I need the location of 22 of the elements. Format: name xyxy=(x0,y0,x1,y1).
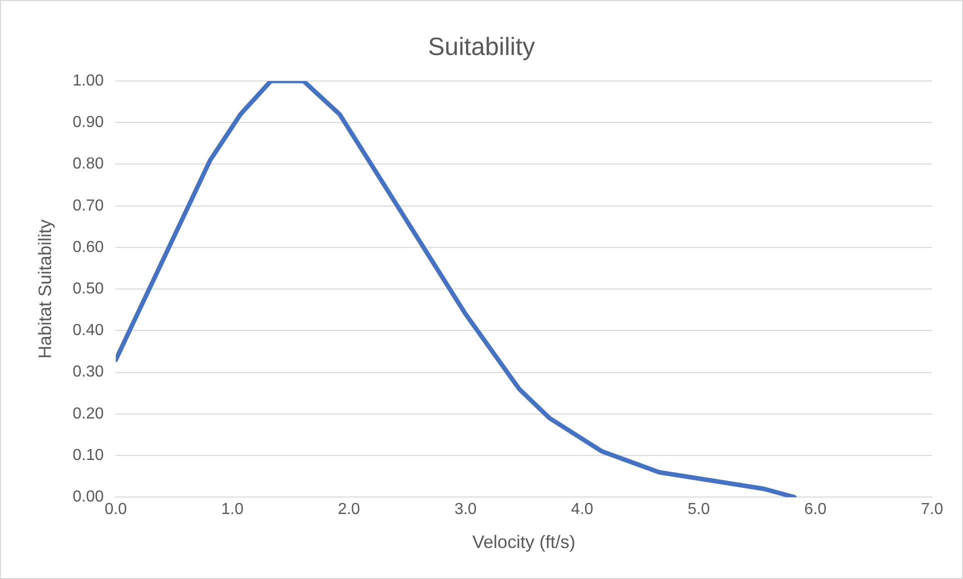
y-tick-label: 0.40 xyxy=(72,322,104,340)
x-tick-label: 7.0 xyxy=(920,501,944,518)
x-tick-label: 4.0 xyxy=(571,501,594,518)
y-tick-label: 0.10 xyxy=(72,446,104,464)
y-tick-label: 0.80 xyxy=(72,156,104,173)
x-tick-label: 6.0 xyxy=(804,501,827,518)
y-tick-label: 0.90 xyxy=(72,114,104,132)
y-tick-label: 0.50 xyxy=(72,280,104,298)
x-tick-label: 2.0 xyxy=(338,501,360,518)
x-tick-label: 3.0 xyxy=(454,501,477,518)
y-tick-label: 0.00 xyxy=(72,488,104,506)
y-axis-title: Habitat Suitability xyxy=(34,220,55,359)
x-axis-title: Velocity (ft/s) xyxy=(472,532,576,552)
y-tick-label: 0.20 xyxy=(72,405,104,422)
y-tick-label: 1.00 xyxy=(72,72,104,90)
y-tick-label: 0.30 xyxy=(72,364,104,381)
x-tick-label: 5.0 xyxy=(688,501,710,518)
y-tick-label: 0.70 xyxy=(72,197,104,214)
y-tick-label: 0.60 xyxy=(72,238,104,256)
chart-title: Suitability xyxy=(428,32,536,61)
x-tick-label: 1.0 xyxy=(221,501,244,518)
x-tick-label: 0.0 xyxy=(104,501,127,518)
